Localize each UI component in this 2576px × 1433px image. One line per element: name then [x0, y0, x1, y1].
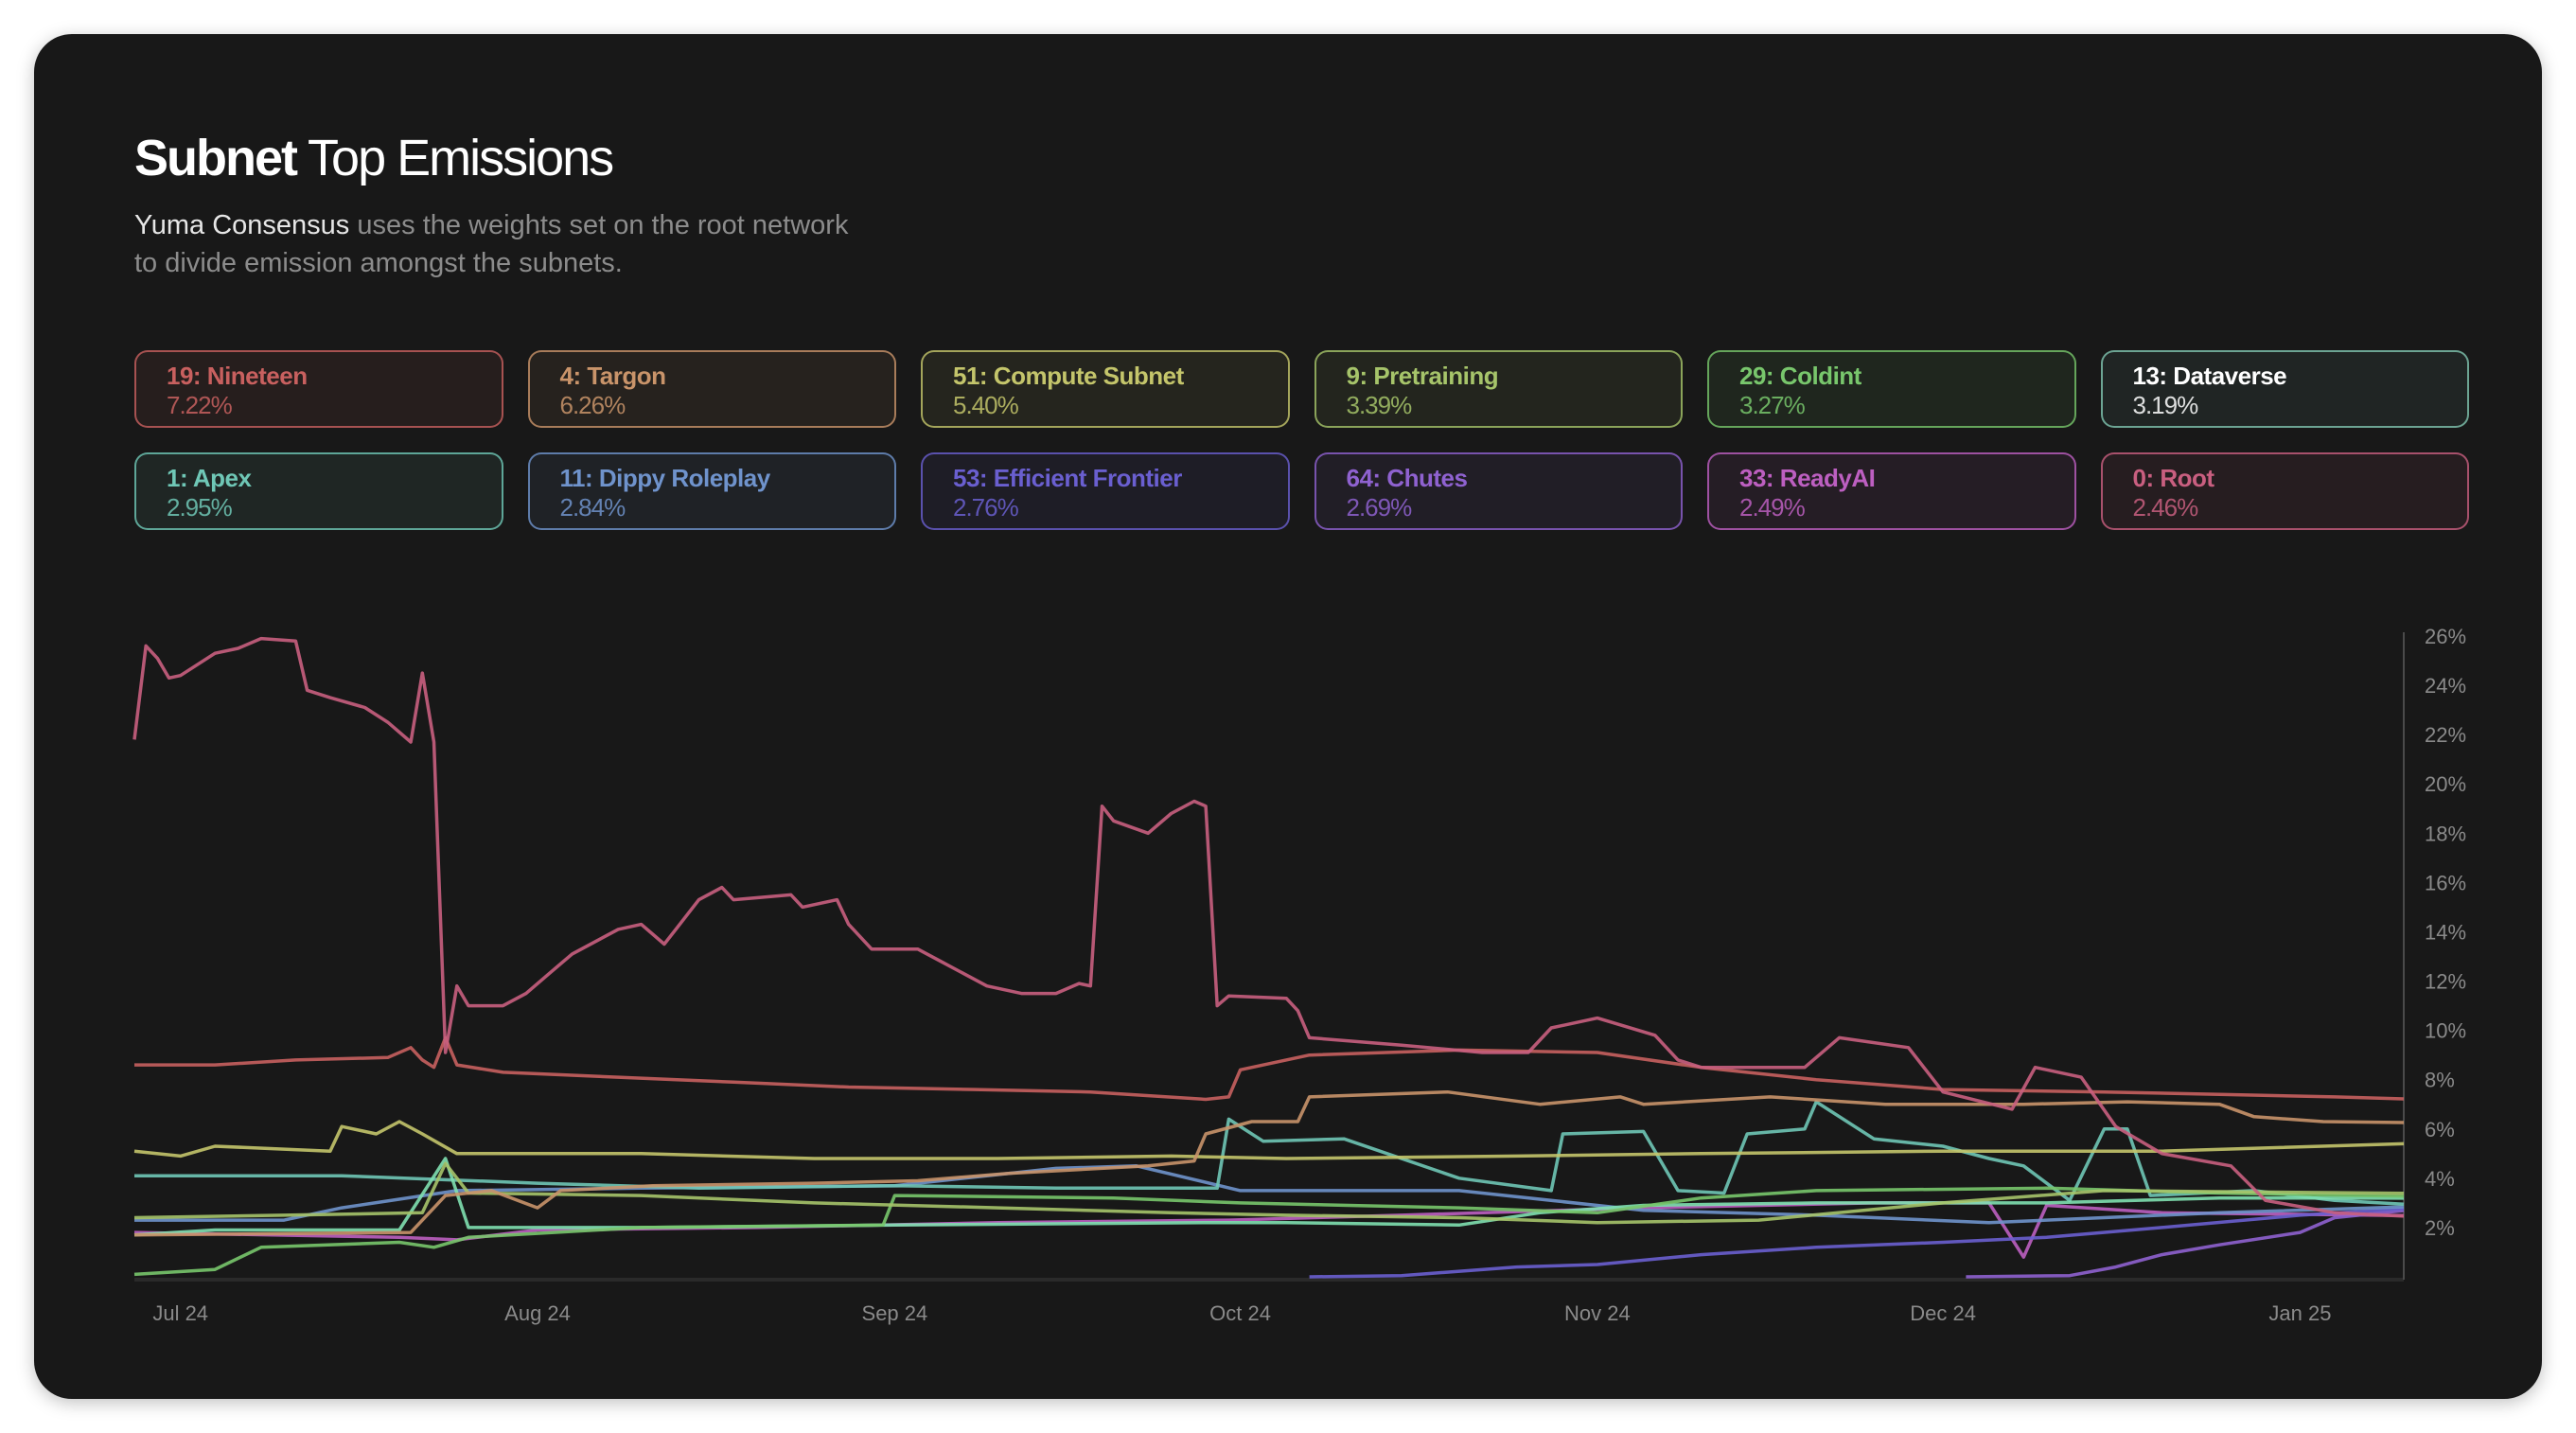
legend-card[interactable]: 33: ReadyAI 2.49% [1707, 452, 2076, 530]
legend-card[interactable]: 0: Root 2.46% [2100, 452, 2469, 530]
title-bold: Subnet [134, 130, 298, 186]
series-line-1-apex[interactable] [134, 1100, 2405, 1206]
subtitle: Yuma Consensus uses the weights set on t… [134, 206, 854, 282]
legend-card-value: 2.49% [1739, 493, 1806, 522]
legend-card-label: 51: Compute Subnet [953, 362, 1184, 390]
series-line-19-nineteen[interactable] [134, 1035, 2405, 1102]
y-tick-label: 10% [2425, 1019, 2466, 1043]
subtitle-text: uses the weights set on the root network… [134, 210, 849, 278]
legend-card-label: 13: Dataverse [2132, 362, 2287, 390]
legend-card[interactable]: 1: Apex 2.95% [134, 452, 503, 530]
legend-card-value: 2.69% [1346, 493, 1413, 522]
legend-card-value: 7.22% [167, 391, 233, 419]
series-line-64-chutes[interactable] [1966, 1209, 2405, 1279]
series-line-4-targon[interactable] [133, 1089, 2405, 1237]
y-tick-label: 2% [2425, 1216, 2455, 1240]
y-tick-label: 20% [2425, 772, 2466, 796]
legend-card[interactable]: 9: Pretraining 3.39% [1314, 350, 1683, 428]
legend-card-value: 5.40% [953, 391, 1019, 419]
title-light: Top Emissions [308, 130, 614, 186]
y-tick-label: 24% [2425, 674, 2466, 698]
page-title: Subnet Top Emissions [134, 129, 614, 187]
y-tick-label: 12% [2425, 970, 2466, 994]
legend-card[interactable]: 4: Targon 6.26% [527, 350, 896, 428]
legend-card-label: 19: Nineteen [167, 362, 308, 390]
subtitle-highlight: Yuma Consensus [134, 210, 350, 240]
y-tick-label: 14% [2425, 920, 2466, 944]
series-line-9-pretraining[interactable] [133, 1161, 2405, 1225]
legend-card[interactable]: 64: Chutes 2.69% [1314, 452, 1683, 530]
y-tick-label: 16% [2425, 871, 2466, 894]
x-tick-label: Oct 24 [1209, 1301, 1271, 1325]
legend-card-value: 2.84% [559, 493, 626, 522]
legend-card-value: 3.39% [1346, 391, 1413, 419]
series-line-0-root[interactable] [132, 636, 2405, 1218]
legend-cards: 19: Nineteen 7.22% 4: Targon 6.26% 51: Compu… [134, 350, 2469, 530]
legend-card-value: 2.95% [167, 493, 233, 522]
legend-card[interactable]: 53: Efficient Frontier 2.76% [921, 452, 1290, 530]
x-tick-label: Dec 24 [1910, 1301, 1976, 1325]
y-tick-label: 6% [2425, 1118, 2455, 1141]
legend-card-label: 53: Efficient Frontier [953, 464, 1182, 492]
legend-card-value: 3.27% [1739, 391, 1806, 419]
y-tick-label: 26% [2425, 625, 2466, 648]
legend-card[interactable]: 13: Dataverse 3.19% [2100, 350, 2469, 428]
x-tick-label: Aug 24 [504, 1301, 571, 1325]
x-tick-label: Sep 24 [862, 1301, 928, 1325]
y-tick-label: 18% [2425, 822, 2466, 845]
legend-card-label: 29: Coldint [1739, 362, 1861, 390]
x-tick-label: Jan 25 [2268, 1301, 2331, 1325]
y-tick-label: 22% [2425, 723, 2466, 747]
legend-card-label: 1: Apex [167, 464, 252, 492]
series-line-33-readyai[interactable] [133, 1201, 2405, 1259]
series-line-29-coldint[interactable] [133, 1186, 2405, 1277]
legend-card-value: 3.19% [2132, 391, 2199, 419]
legend-card-label: 0: Root [2132, 464, 2215, 492]
legend-card-label: 64: Chutes [1346, 464, 1468, 492]
legend-card[interactable]: 51: Compute Subnet 5.40% [921, 350, 1290, 428]
series-line-53-efficient-frontier[interactable] [1309, 1207, 2405, 1279]
y-tick-label: 4% [2425, 1167, 2455, 1191]
legend-card-value: 2.46% [2132, 493, 2199, 522]
legend-card-label: 4: Targon [559, 362, 667, 390]
legend-card-label: 11: Dippy Roleplay [559, 464, 771, 492]
legend-card-value: 2.76% [953, 493, 1019, 522]
legend-card[interactable]: 11: Dippy Roleplay 2.84% [527, 452, 896, 530]
legend-card-value: 6.26% [559, 391, 626, 419]
legend-card[interactable]: 29: Coldint 3.27% [1707, 350, 2076, 428]
legend-card[interactable]: 19: Nineteen 7.22% [134, 350, 503, 428]
x-tick-label: Nov 24 [1564, 1301, 1631, 1325]
y-tick-label: 8% [2425, 1069, 2455, 1092]
series-line-51-compute-subnet[interactable] [133, 1120, 2405, 1160]
x-tick-label: Jul 24 [152, 1301, 208, 1325]
legend-card-label: 9: Pretraining [1346, 362, 1499, 390]
legend-card-label: 33: ReadyAI [1739, 464, 1876, 492]
